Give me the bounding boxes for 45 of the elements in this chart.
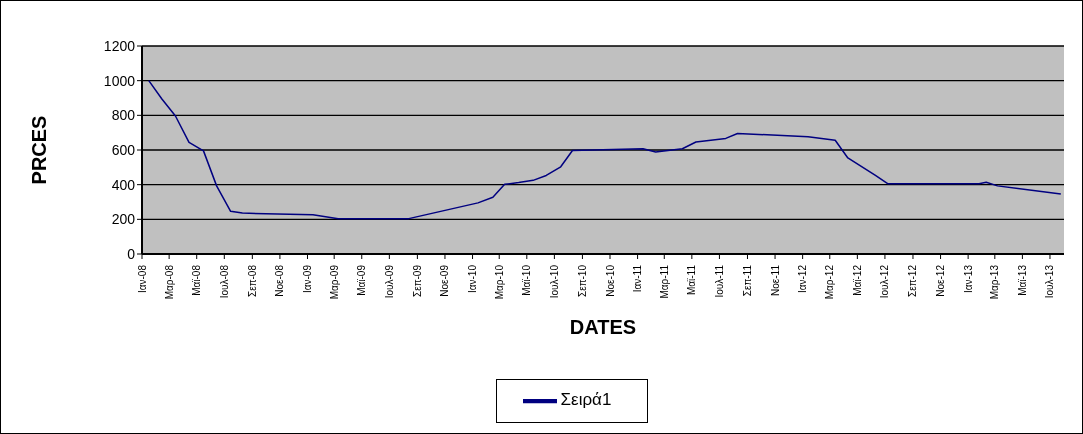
y-tick-label: 1200	[103, 37, 136, 54]
x-tick-label: Ιαν-09	[302, 264, 313, 294]
x-tick-label: Μαρ-13	[989, 264, 1001, 300]
x-tick-label: Νοε-12	[935, 264, 947, 297]
x-tick-label: Μαρ-08	[163, 264, 175, 300]
x-tick-label: Σεπ-08	[246, 264, 258, 297]
y-tick-label: 400	[111, 176, 136, 193]
x-axis-title: DATES	[569, 316, 637, 338]
x-tick-label: Ιουλ-12	[879, 264, 891, 299]
x-tick-label: Νοε-10	[604, 264, 616, 297]
x-tick-label: Ιαν-10	[467, 264, 479, 294]
x-tick-label: Σεπ-12	[907, 264, 919, 297]
x-tick-label: Μαρ-12	[824, 264, 836, 300]
y-tick-label: 600	[111, 141, 136, 158]
x-tick-label: Μαϊ-09	[356, 264, 368, 296]
x-tick-label: Ιουλ-10	[548, 264, 560, 299]
x-tick-label: Σεπ-11	[741, 264, 753, 297]
line-series	[148, 79, 1062, 220]
x-tick-label: Μαϊ-13	[1016, 264, 1028, 296]
x-tick-label: Ιαν-11	[632, 264, 644, 293]
x-tick-label: Ιουλ-08	[218, 264, 230, 299]
y-tick-label: 1000	[103, 72, 136, 89]
x-tick-label: Μαϊ-11	[686, 264, 698, 296]
x-tick-label: Μαϊ-08	[191, 264, 203, 296]
x-tick-label: Ιουλ-09	[383, 264, 395, 299]
x-tick-label: Μαρ-11	[658, 264, 670, 299]
x-tick-label: Ιουλ-13	[1044, 264, 1056, 299]
y-tick-label: 200	[111, 211, 136, 228]
x-tick-label: Νοε-11	[769, 264, 781, 296]
x-tick-label: Σεπ-09	[411, 264, 423, 297]
y-axis-title: PRCES	[28, 115, 51, 185]
x-tick-label: Ιαν-08	[136, 264, 148, 294]
x-tick-label: Μαϊ-12	[851, 264, 863, 296]
x-tick-label: Ιαν-12	[797, 264, 809, 294]
y-tick-label: 0	[127, 245, 136, 262]
x-tick-label: Νοε-08	[274, 264, 286, 297]
legend-label: Σειρά1	[560, 390, 612, 410]
x-tick-label: Μαρ-09	[328, 264, 340, 300]
x-tick-label: Μαρ-10	[493, 264, 505, 300]
x-tick-label: Ιουλ-11	[713, 264, 725, 298]
x-tick-label: Ιαν-13	[962, 264, 974, 294]
y-tick-label: 800	[111, 107, 136, 124]
x-tick-label: Νοε-09	[439, 264, 451, 297]
x-tick-label: Σεπ-10	[576, 264, 588, 297]
x-tick-label: Μαϊ-10	[521, 264, 533, 296]
